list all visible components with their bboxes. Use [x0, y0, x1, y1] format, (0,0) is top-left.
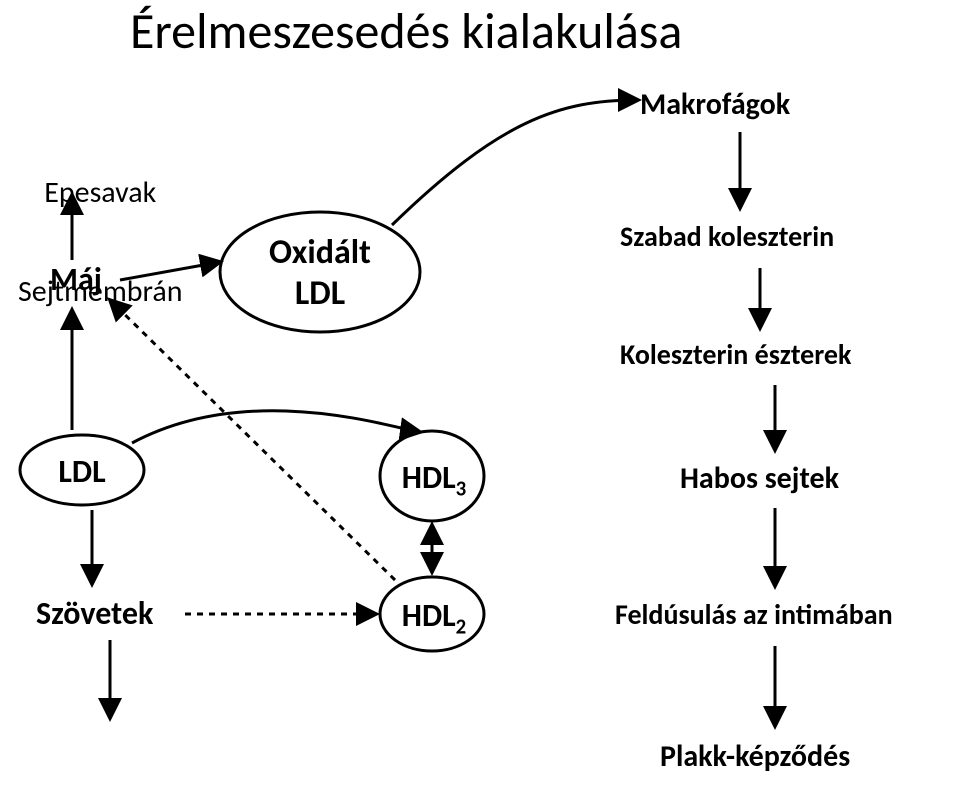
- label-maj: Máj: [50, 262, 102, 297]
- label-makrofagok: Makrofágok: [640, 88, 790, 121]
- label-epesavak-line1: Epesavak: [18, 176, 183, 209]
- label-szteroid: Szteroid hormonok Sejtmembrán: [0, 730, 240, 792]
- curve-ldl-to-hdl3: [132, 411, 420, 443]
- label-szteroid-line1: Szteroid hormonok: [0, 787, 240, 792]
- label-koleszterin-eszterek: Koleszterin észterek: [620, 340, 851, 371]
- label-plakk: Plakk-képződés: [660, 740, 850, 773]
- label-szovetek: Szövetek: [36, 596, 153, 631]
- label-ldl: LDL: [54, 452, 110, 491]
- curve-oxidalt-to-makro: [392, 100, 638, 225]
- label-hdl2: HDL2: [394, 596, 474, 635]
- label-hdl2-sub: 2: [456, 613, 467, 639]
- label-hdl3-sub: 3: [456, 475, 467, 501]
- label-oxidalt-ldl: Oxidált LDL: [258, 232, 382, 314]
- label-hdl3-text: HDL: [402, 458, 456, 497]
- label-oxidalt-line2: LDL: [258, 273, 382, 314]
- label-epesavak: Epesavak Sejtmembrán: [18, 110, 183, 374]
- label-habos-sejtek: Habos sejtek: [680, 462, 839, 495]
- label-feldusulas: Feldúsulás az intimában: [615, 600, 893, 631]
- diagram-title: Érelmeszesedés kialakulása: [130, 4, 682, 59]
- label-hdl3: HDL3: [394, 458, 474, 497]
- diagram-stage: Érelmeszesedés kialakulása Epesavak Sejt…: [0, 0, 960, 792]
- label-hdl2-text: HDL: [402, 596, 456, 635]
- label-oxidalt-line1: Oxidált: [258, 232, 382, 273]
- label-szabad-koleszterin: Szabad koleszterin: [620, 222, 834, 253]
